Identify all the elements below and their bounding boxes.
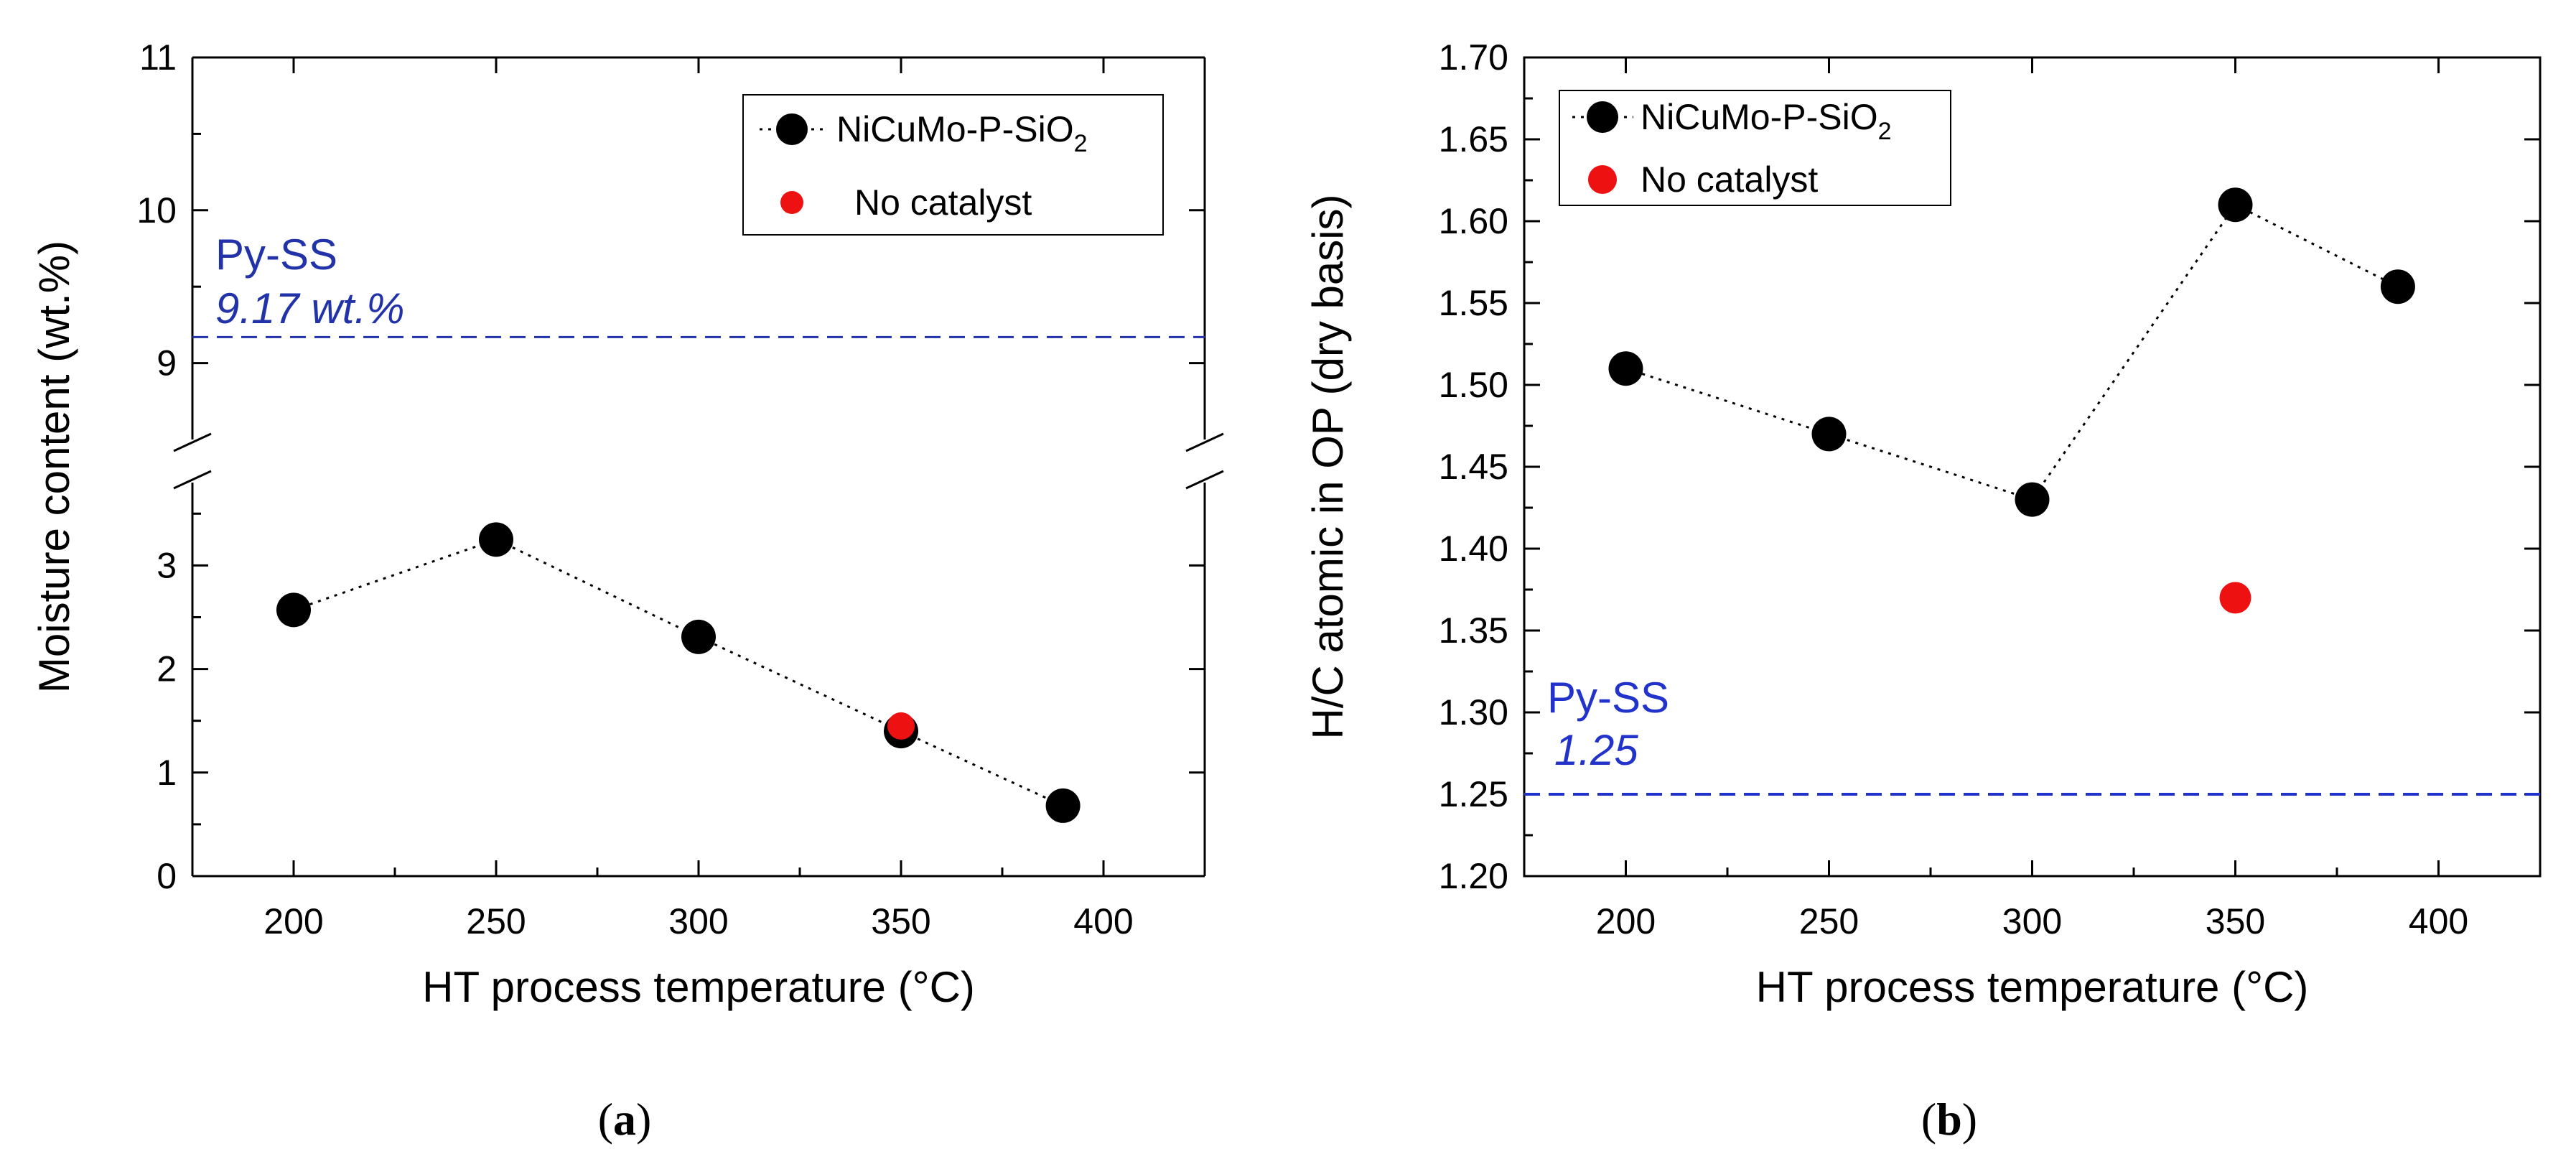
chart-b-y-tick-label: 1.20 [1439,856,1508,896]
chart-b-x-tick-label: 300 [2002,901,2062,941]
chart-a-series-line [293,538,1064,807]
chart-b-panel-letter: b [1936,1094,1962,1145]
chart-b-series-line [1625,203,2399,501]
chart-b-y-tick-label: 1.60 [1439,201,1508,241]
chart-a-y-tick-label: 1 [157,753,177,793]
chart-b-panel-label: (b) [1921,1094,1977,1145]
chart-a-legend-marker-nicumo [776,113,808,145]
chart-b-reference-value: 1.25 [1554,726,1638,774]
chart-a-y-tick-label: 11 [139,37,177,78]
chart-a-x-axis-label: HT process temperature (°C) [422,963,975,1011]
chart-b-reference-label: Py-SS [1547,674,1669,722]
chart-a-y-tick-label: 0 [157,856,177,896]
chart-b-point-no-catalyst [2219,582,2251,614]
chart-b-y-tick-label: 1.25 [1439,774,1508,814]
chart-b-legend-label-nicumo: NiCuMo-P-SiO2 [1641,97,1892,145]
chart-b-point-nicumo [1811,417,1847,452]
chart-b-y-tick-label: 1.70 [1439,37,1508,78]
chart-b-point-nicumo [1608,351,1643,386]
chart-a-legend-subscript: 2 [1074,130,1088,157]
chart-a-point-nicumo [479,522,513,557]
chart-b-legend-box [1559,90,1951,206]
chart-a-x-tick-label: 400 [1073,901,1133,941]
chart-b-legend-label-no-catalyst: No catalyst [1641,159,1818,200]
chart-a-legend-label-nicumo: NiCuMo-P-SiO2 [836,109,1088,157]
chart-b-y-tick-label: 1.65 [1439,119,1508,159]
chart-a-break-mark [1185,470,1224,490]
chart-a-x-tick-label: 200 [263,901,323,941]
chart-a-point-nicumo [276,592,311,628]
chart-a-axes: 200 250 300 350 400 0 1 2 3 9 10 11 HT process tempe… [30,37,1224,1011]
chart-a-break-mark [173,470,212,490]
chart-b-legend-marker-nicumo [1587,101,1618,133]
chart-b-y-axis-label: H/C atomic in OP (dry basis) [1304,194,1352,739]
chart-a-panel-letter: a [613,1094,636,1145]
chart-b-y-tick-label: 1.55 [1439,283,1508,323]
chart-a-break-mark [173,432,212,452]
chart-b-legend-marker-no-catalyst [1588,165,1617,194]
chart-b-legend-subscript: 2 [1878,118,1892,145]
chart-b-point-nicumo [2380,269,2415,304]
chart-b-axes: 200 250 300 350 400 1.20 1.25 1.30 1.35 1.40 1.45 1… [1304,37,2542,1011]
chart-b-point-nicumo [2015,482,2050,517]
chart-a-reference-label: Py-SS [215,231,337,279]
chart-b-y-tick-label: 1.45 [1439,447,1508,487]
chart-a-legend-label-no-catalyst: No catalyst [854,182,1032,223]
chart-a-legend-marker-no-catalyst [780,191,803,214]
chart-a-x-tick-label: 350 [871,901,930,941]
chart-a-reference-value: 9.17 wt.% [215,284,404,332]
chart-a-y-tick-label: 9 [157,343,177,383]
chart-b-point-nicumo [2218,187,2253,223]
chart-b-legend: NiCuMo-P-SiO2 No catalyst [1559,90,1951,206]
chart-a-panel-label: (a) [598,1094,652,1145]
chart-a-x-tick-label: 300 [668,901,728,941]
chart-a-legend-box [742,94,1164,236]
chart-a-point-no-catalyst [887,712,915,740]
chart-a-y-axis-label: Moisture content (wt.%) [30,241,78,693]
chart-b-x-tick-label: 350 [2206,901,2265,941]
chart-b-x-tick-label: 400 [2409,901,2468,941]
chart-b-x-axis-label: HT process temperature (°C) [1756,963,2309,1011]
chart-b-x-tick-label: 250 [1799,901,1859,941]
chart-b-y-tick-label: 1.50 [1439,365,1508,405]
chart-b-x-tick-label: 200 [1596,901,1656,941]
chart-b-y-tick-label: 1.35 [1439,610,1508,651]
chart-a-x-tick-label: 250 [466,901,526,941]
chart-b-y-tick-label: 1.40 [1439,529,1508,569]
chart-a-y-tick-label: 10 [136,190,177,231]
chart-b-y-tick-label: 1.30 [1439,692,1508,732]
chart-a-point-nicumo [681,619,716,654]
chart-a-y-tick-label: 3 [157,545,177,585]
chart-a-break-mark [1185,432,1224,452]
chart-a-point-nicumo [1045,788,1081,823]
chart-a-legend: NiCuMo-P-SiO2 No catalyst [742,94,1164,236]
chart-a-y-tick-label: 2 [157,649,177,689]
